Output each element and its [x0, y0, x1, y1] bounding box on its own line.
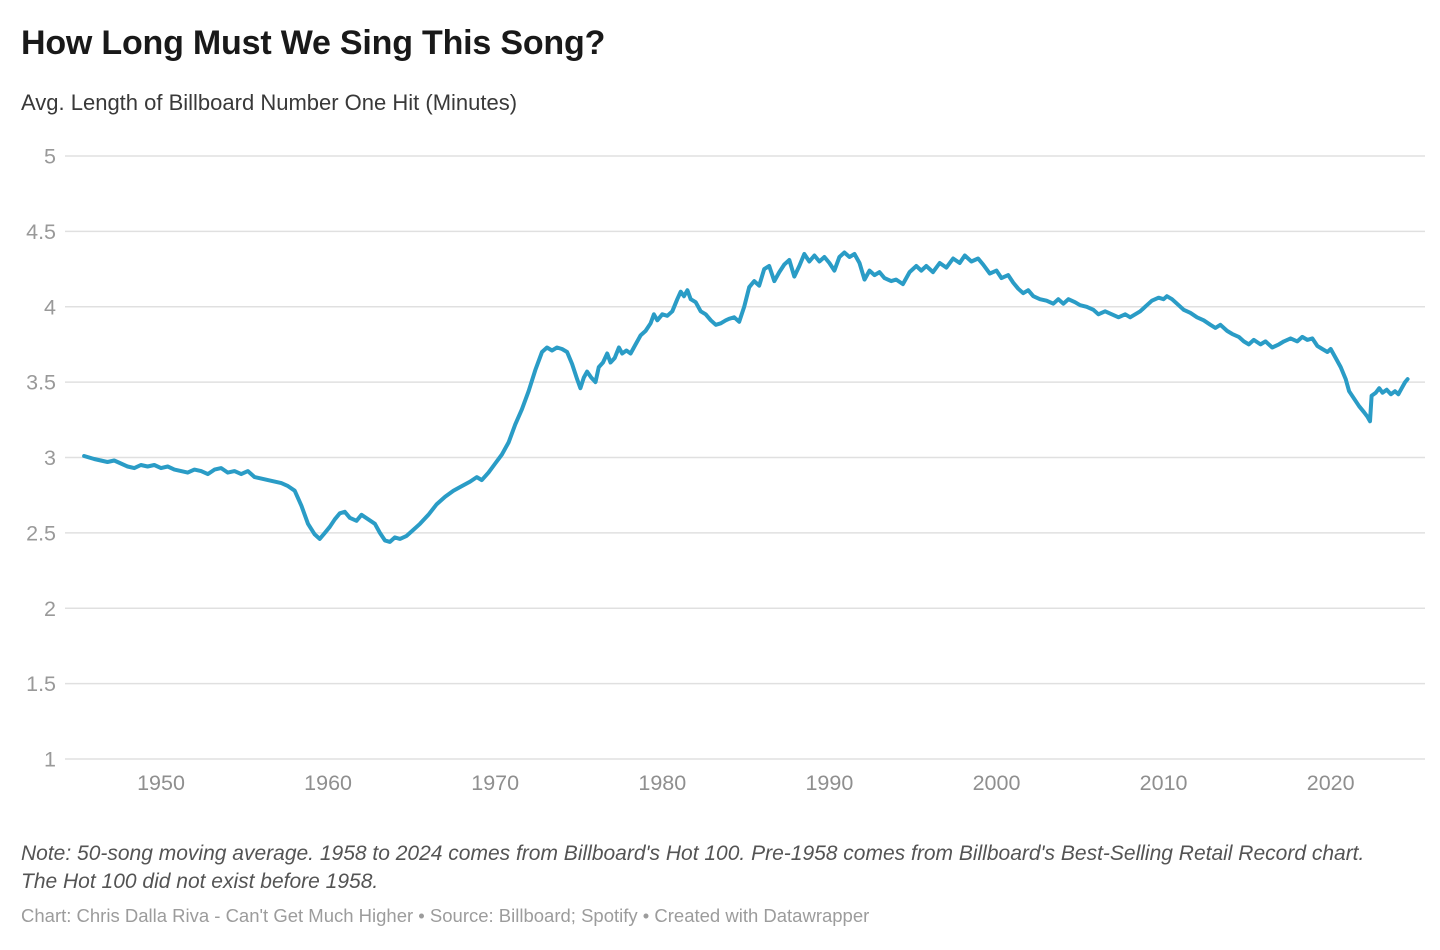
y-tick-label: 3.5: [26, 371, 56, 395]
chart-subtitle: Avg. Length of Billboard Number One Hit …: [21, 90, 518, 115]
y-tick-label: 5: [44, 145, 56, 169]
data-line: [82, 250, 1410, 544]
x-tick-label: 1950: [137, 771, 185, 795]
y-tick-label: 1.5: [26, 672, 56, 696]
y-tick-label: 1: [44, 748, 56, 772]
x-tick-label: 1980: [638, 771, 686, 795]
x-tick-label: 2000: [973, 771, 1021, 795]
chart-note: Note: 50-song moving average. 1958 to 20…: [21, 842, 1365, 893]
y-tick-label: 3: [44, 446, 56, 470]
page-title: How Long Must We Sing This Song?: [21, 24, 606, 62]
y-tick-label: 2: [44, 597, 56, 621]
y-tick-label: 4.5: [26, 220, 56, 244]
x-tick-label: 1960: [304, 771, 352, 795]
x-tick-label: 2010: [1140, 771, 1188, 795]
y-tick-label: 4: [44, 295, 56, 319]
x-tick-label: 2020: [1307, 771, 1355, 795]
y-tick-label: 2.5: [26, 521, 56, 545]
x-tick-label: 1990: [805, 771, 853, 795]
chart-byline: Chart: Chris Dalla Riva - Can't Get Much…: [21, 905, 870, 926]
x-tick-label: 1970: [471, 771, 519, 795]
